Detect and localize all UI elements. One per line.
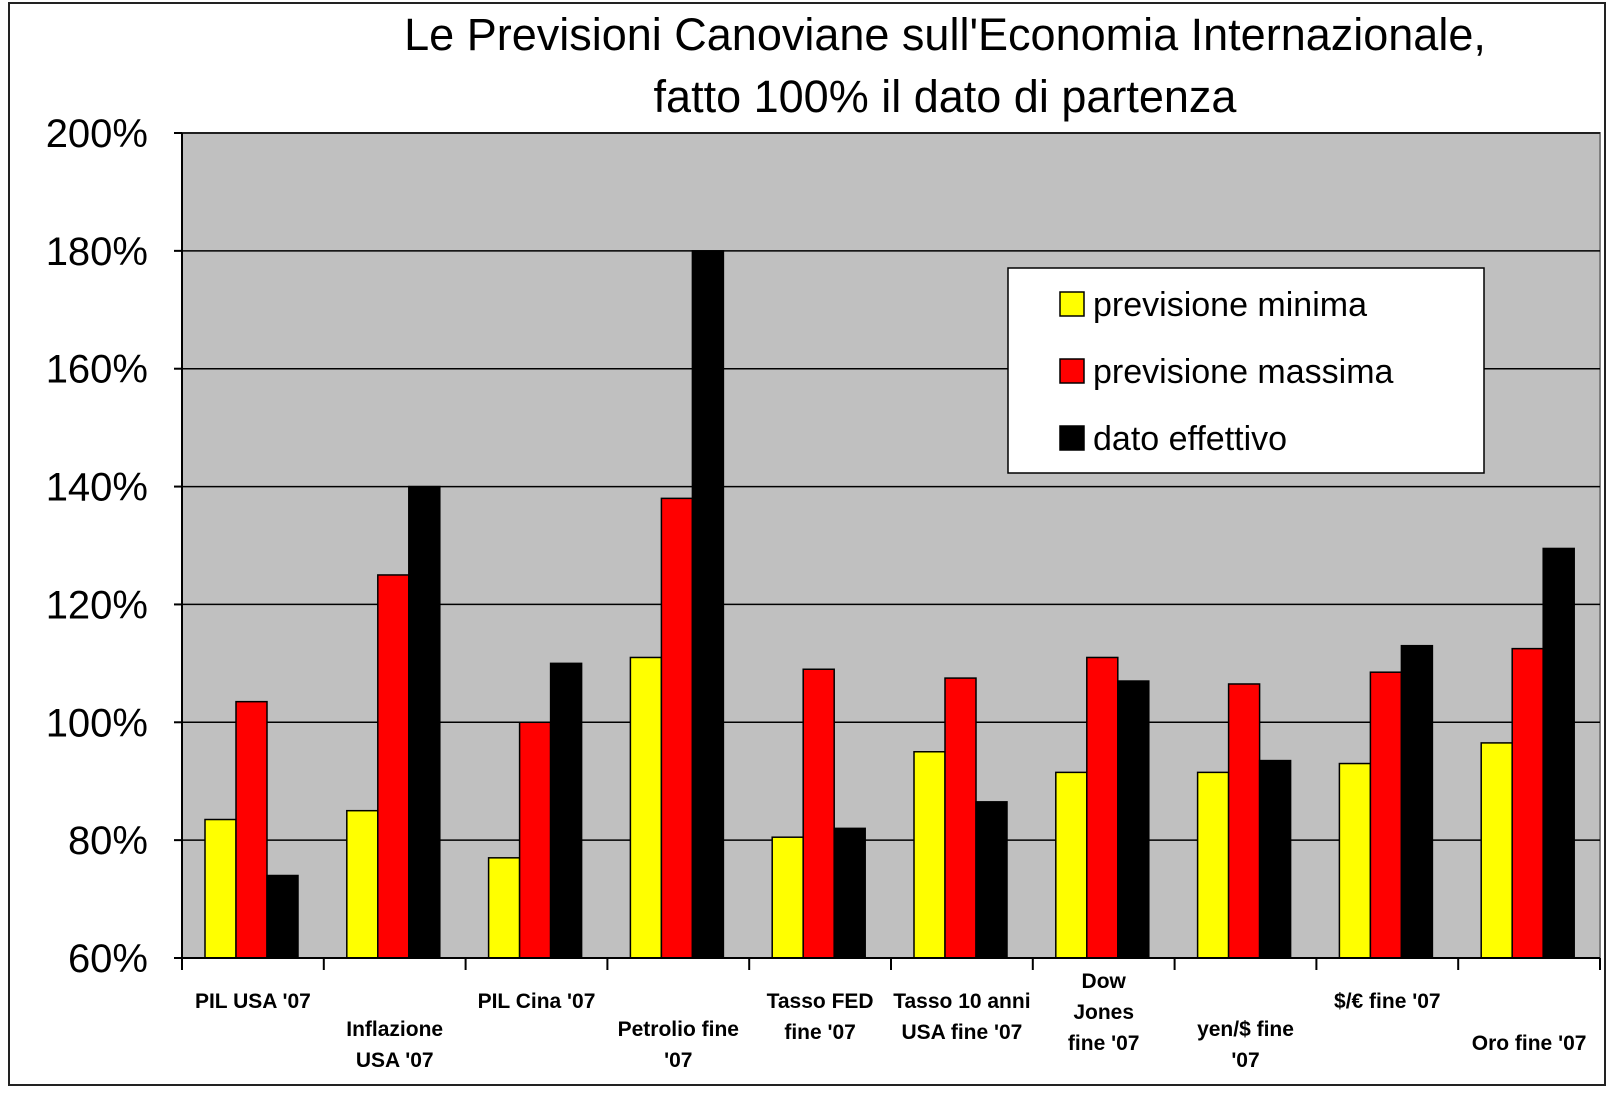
legend: previsione minima previsione massima dato … xyxy=(1007,267,1485,474)
bar-previsione-minima xyxy=(1055,771,1088,959)
bar-dato-effettivo xyxy=(1400,644,1434,959)
bar-previsione-minima xyxy=(1196,771,1230,959)
x-category-label: Inflazione xyxy=(346,1018,443,1041)
bar-previsione-massima xyxy=(377,574,410,959)
chart-subtitle: fatto 100% il dato di partenza xyxy=(654,71,1238,122)
bar-dato-effettivo xyxy=(1258,759,1292,959)
legend-swatch xyxy=(1059,358,1085,384)
y-tick-label: 120% xyxy=(46,583,148,627)
bar-dato-effettivo xyxy=(833,827,866,959)
legend-label: dato effettivo xyxy=(1093,420,1287,458)
x-category-label: fine '07 xyxy=(1068,1032,1140,1055)
bar-previsione-minima xyxy=(629,656,663,959)
bar-previsione-massima xyxy=(944,677,977,959)
y-tick-label: 180% xyxy=(46,230,148,274)
x-category-label: '07 xyxy=(664,1049,692,1072)
bar-dato-effettivo xyxy=(1117,680,1150,959)
x-category-label: Dow xyxy=(1082,970,1127,993)
x-category-label: fine '07 xyxy=(784,1021,856,1044)
y-tick-label: 140% xyxy=(46,466,148,510)
bar-dato-effettivo xyxy=(266,874,299,959)
y-axis: 60% 80% 100% 120% 140% 160% 180% 200% xyxy=(46,112,183,981)
x-category-label: PIL USA '07 xyxy=(195,990,311,1013)
bar-dato-effettivo xyxy=(549,662,583,959)
bar-dato-effettivo xyxy=(691,250,725,959)
x-category-label: '07 xyxy=(1231,1049,1259,1072)
bar-previsione-massima xyxy=(1369,671,1403,959)
x-category-label: Oro fine '07 xyxy=(1472,1032,1587,1055)
bar-previsione-massima xyxy=(235,700,268,959)
y-tick-label: 160% xyxy=(46,348,148,392)
legend-swatch xyxy=(1059,291,1085,317)
x-category-label: $/€ fine '07 xyxy=(1334,990,1441,1013)
x-category-label: yen/$ fine xyxy=(1197,1018,1294,1041)
y-tick-label: 80% xyxy=(68,819,148,863)
bar-previsione-massima xyxy=(802,668,835,959)
bar-previsione-massima xyxy=(1086,656,1119,959)
bar-previsione-minima xyxy=(913,751,946,959)
x-category-label: Jones xyxy=(1073,1001,1134,1024)
legend-label: previsione massima xyxy=(1093,353,1394,391)
x-axis: PIL USA '07 Inflazione USA '07 PIL Cina '07… xyxy=(181,957,1601,1072)
bars xyxy=(204,250,1575,959)
bar-previsione-massima xyxy=(518,721,552,959)
x-category-label: USA fine '07 xyxy=(901,1021,1022,1044)
x-category-label: Tasso 10 anni xyxy=(893,990,1030,1013)
x-category-label: USA '07 xyxy=(356,1049,434,1072)
bar-previsione-minima xyxy=(1480,742,1513,959)
bar-previsione-massima xyxy=(1227,683,1261,959)
y-tick-label: 100% xyxy=(46,701,148,745)
bar-previsione-massima xyxy=(660,497,694,959)
bar-previsione-minima xyxy=(346,809,379,959)
bar-previsione-minima xyxy=(487,857,521,959)
x-category-label: Petrolio fine xyxy=(618,1018,739,1041)
x-category-label: PIL Cina '07 xyxy=(478,990,596,1013)
bar-dato-effettivo xyxy=(975,801,1008,959)
bar-previsione-minima xyxy=(771,836,804,959)
bar-dato-effettivo xyxy=(1542,547,1575,959)
x-category-label: Tasso FED xyxy=(767,990,874,1013)
y-tick-label: 200% xyxy=(46,112,148,156)
bar-previsione-minima xyxy=(204,818,237,959)
legend-box xyxy=(1007,267,1485,474)
bar-dato-effettivo xyxy=(408,485,441,959)
y-tick-label: 60% xyxy=(68,937,148,981)
bar-previsione-minima xyxy=(1338,762,1372,959)
bar-previsione-massima xyxy=(1511,647,1544,959)
legend-label: previsione minima xyxy=(1093,286,1367,324)
chart-title: Le Previsioni Canoviane sull'Economia In… xyxy=(404,9,1486,60)
legend-swatch xyxy=(1059,425,1085,451)
